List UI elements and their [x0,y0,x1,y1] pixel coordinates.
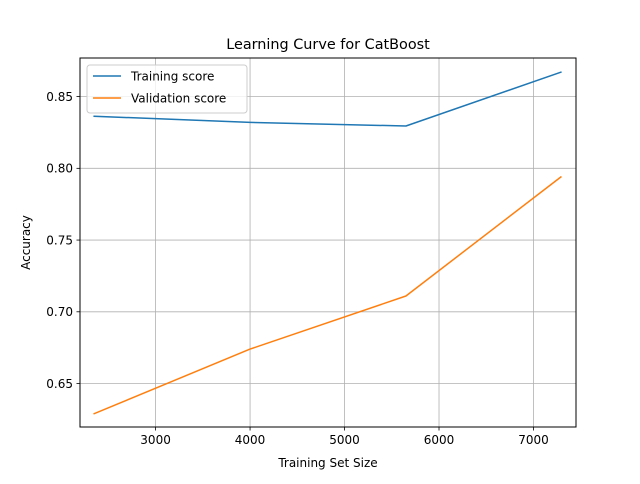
x-tick-label: 4000 [235,433,266,447]
chart-title: Learning Curve for CatBoost [226,37,430,53]
x-axis-label: Training Set Size [277,456,377,470]
y-tick-label: 0.70 [46,305,73,319]
legend-label-validation: Validation score [131,92,226,106]
y-tick-label: 0.85 [46,90,73,104]
plot-frame [79,57,577,428]
legend-label-training: Training score [130,70,214,84]
y-tick-label: 0.75 [46,233,73,247]
y-tick-label: 0.65 [46,377,73,391]
tick-layer: 3000 4000 5000 6000 7000 0.65 0.70 0.75 0.80 0.85 [46,90,548,447]
x-tick-label: 3000 [140,433,171,447]
legend-box [86,64,248,114]
y-axis-label: Accuracy [19,215,33,270]
series-layer [93,71,562,415]
x-tick-label: 7000 [518,433,549,447]
x-tick-label: 6000 [424,433,455,447]
validation-score-line [93,175,562,415]
grid-layer [80,58,576,427]
training-score-line [93,71,562,127]
y-tick-label: 0.80 [46,162,73,176]
legend: Training score Validation score [86,64,248,114]
x-tick-label: 5000 [329,433,360,447]
